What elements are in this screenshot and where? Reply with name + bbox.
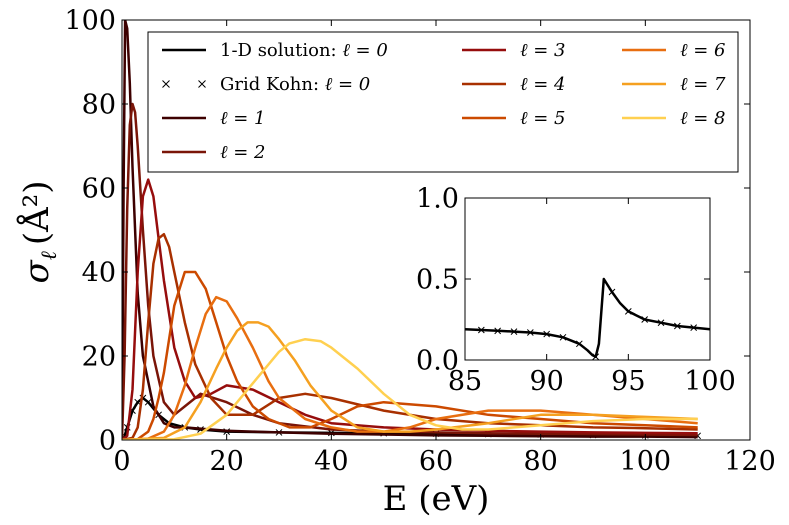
inset-series-1-point-2 — [510, 328, 518, 336]
inset-series-1-point-5 — [559, 333, 567, 341]
main-xtick-label-1: 20 — [209, 446, 243, 477]
y-axis-title-units: (Å²) — [16, 180, 57, 245]
inset-series-group — [465, 277, 710, 360]
inset-series-1-point-11 — [657, 319, 665, 327]
main-series-7-line — [122, 295, 698, 440]
main-xtick-label-3: 60 — [419, 446, 453, 477]
legend-entry-3-label: ℓ = 2 — [220, 142, 265, 163]
legend-box — [147, 31, 739, 173]
legend-entry-1-label: Grid Kohn: ℓ = 0 — [220, 74, 370, 95]
main-series-1-point-5 — [144, 398, 152, 406]
inset-series-1-point-8 — [608, 288, 616, 296]
inset-xtick-label-0: 85 — [448, 366, 482, 397]
y-axis-title-symbol: σ — [17, 260, 57, 284]
legend-entry-9-label: ℓ = 8 — [680, 108, 725, 129]
inset-series-1-point-9 — [624, 308, 632, 315]
inset-xtick-label-3: 100 — [684, 366, 736, 397]
legend-entry-7-label: ℓ = 6 — [680, 40, 725, 61]
inset-series-1-point-7 — [592, 353, 600, 360]
inset-xtick-label-2: 95 — [611, 366, 645, 397]
legend-entry-6-label: ℓ = 5 — [520, 108, 565, 129]
x-axis-title: E (eV) — [383, 479, 490, 519]
main-series-2-line — [122, 20, 698, 440]
legend-entry-5-label: ℓ = 4 — [520, 74, 565, 95]
inset-series-1-point-3 — [526, 329, 534, 336]
legend-entry-1-marker-a — [162, 80, 170, 88]
legend-entry-2-label: ℓ = 1 — [220, 108, 265, 129]
main-ytick-label-2: 40 — [82, 257, 116, 288]
inset-axes: 85 90 95 100 0.0 0.5 1.0 — [416, 183, 736, 397]
y-axis-title: σℓ (Å²) — [16, 180, 62, 283]
inset-ytick-label-1: 0.5 — [416, 264, 459, 295]
legend-entry-1-marker-b — [198, 80, 206, 88]
legend-entry-4-label: ℓ = 3 — [520, 40, 565, 61]
main-xtick-label-2: 40 — [314, 446, 348, 477]
main-xtick-label-6: 120 — [724, 446, 776, 477]
inset-plot-area — [465, 198, 710, 360]
inset-series-1-point-12 — [673, 322, 681, 330]
main-axes: 0 20 40 60 80 100 120 0 20 40 60 80 100 — [64, 5, 775, 477]
main-xtick-label-0: 0 — [113, 446, 130, 477]
main-series-8-line — [122, 321, 698, 440]
main-series-9-line — [122, 337, 698, 440]
inset-ytick-label-2: 1.0 — [416, 183, 459, 214]
main-xtick-label-5: 100 — [620, 446, 672, 477]
inset-series-1-point-6 — [575, 340, 583, 348]
legend-entry-8-label: ℓ = 7 — [680, 74, 726, 95]
y-axis-title-subscript: ℓ — [37, 250, 62, 260]
svg-text:σℓ(Å²): σℓ (Å²) — [16, 180, 62, 283]
main-plot-area — [122, 20, 702, 440]
main-series-4-line — [122, 178, 698, 440]
inset-series-1-point-0 — [477, 326, 485, 334]
main-ytick-label-1: 20 — [82, 341, 116, 372]
legend-entry-0-label: 1-D solution: ℓ = 0 — [220, 40, 388, 61]
main-ytick-label-0: 0 — [99, 425, 116, 456]
main-series-3-line — [122, 102, 698, 440]
main-ytick-label-5: 100 — [64, 5, 116, 36]
inset-series-1-point-13 — [690, 324, 698, 331]
inset-series-1-point-1 — [494, 327, 502, 335]
inset-series-1-point-10 — [641, 316, 649, 323]
main-xtick-label-4: 80 — [523, 446, 557, 477]
inset-background — [465, 198, 710, 360]
main-ytick-label-4: 80 — [82, 89, 116, 120]
main-series-group — [122, 20, 702, 440]
inset-ytick-label-0: 0.0 — [416, 345, 459, 376]
legend: 1-D solution: ℓ = 0 Grid Kohn: ℓ = 0 ℓ = 1… — [147, 31, 739, 173]
inset-xtick-label-1: 90 — [529, 366, 563, 397]
inset-series-1-point-4 — [543, 330, 551, 338]
main-ytick-label-3: 60 — [82, 173, 116, 204]
